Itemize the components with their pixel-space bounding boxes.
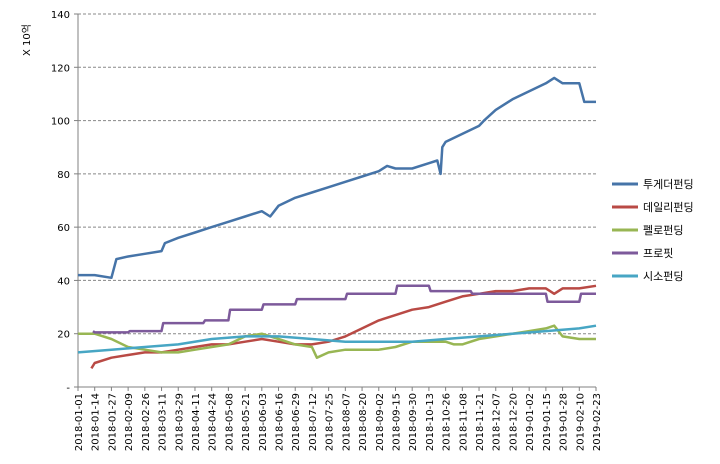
x-tick-label: 2018-08-20 (358, 393, 369, 451)
y-tick-label: 80 (57, 170, 70, 181)
x-axis-ticks: 2018-01-01 2018-01-14 2018-01-27 2018-02-09… (74, 387, 603, 451)
x-tick-label: 2018-09-02 (375, 393, 386, 451)
x-tick-label: 2018-05-08 (224, 393, 235, 451)
x-tick-label: 2018-01-27 (107, 393, 118, 451)
series-lines (77, 76, 597, 370)
y-tick-label: 40 (57, 276, 70, 287)
series-line-1 (78, 76, 596, 280)
x-tick-label: 2018-02-26 (141, 393, 152, 451)
x-tick-label: 2018-04-24 (208, 393, 219, 451)
y-tick-label: 120 (51, 63, 70, 74)
legend-label: 데일리펀딩 (643, 200, 694, 214)
x-tick-label: 2018-11-08 (458, 393, 469, 451)
x-tick-label: 2018-10-26 (442, 393, 453, 451)
x-tick-label: 2018-05-21 (241, 393, 252, 451)
x-tick-label: 2018-11-21 (475, 393, 486, 451)
x-tick-label: 2018-01-14 (91, 393, 102, 451)
x-tick-label: 2018-10-13 (425, 393, 436, 451)
x-tick-label: 2018-03-11 (158, 393, 169, 451)
y-tick-label: 140 (51, 10, 70, 21)
x-tick-label: 2018-12-20 (508, 393, 519, 451)
x-tick-label: 2018-02-09 (124, 393, 135, 451)
x-tick-label: 2018-07-25 (325, 393, 336, 451)
legend-label: 프로핏 (643, 247, 673, 260)
series-line-4 (92, 284, 596, 334)
x-tick-label: 2018-09-15 (391, 393, 402, 451)
y-tick-label: 20 (57, 330, 70, 341)
legend-label: 시소펀딩 (643, 270, 683, 283)
y-axis-label: X 10억 (21, 24, 33, 56)
legend-label: 투게더펀딩 (643, 178, 694, 191)
x-tick-label: 2018-08-07 (341, 393, 352, 451)
x-tick-label: 2019-01-02 (525, 393, 536, 451)
legend-label: 펠로펀딩 (643, 224, 683, 237)
gridlines (78, 13, 596, 335)
y-tick-label: 60 (57, 223, 70, 234)
x-tick-label: 2018-04-11 (191, 393, 202, 451)
x-tick-label: 2019-01-28 (559, 393, 570, 451)
y-axis-ticks: - 20 40 60 80 100 120 140 (51, 10, 78, 394)
x-tick-label: 2018-06-16 (275, 393, 286, 451)
y-tick-label: - (66, 383, 70, 394)
x-tick-label: 2018-12-07 (492, 393, 503, 451)
y-tick-label: 100 (51, 117, 70, 128)
x-tick-label: 2019-02-23 (592, 393, 603, 451)
series-line-5 (77, 324, 597, 354)
x-tick-label: 2018-03-29 (174, 393, 185, 451)
x-tick-label: 2018-06-29 (291, 393, 302, 451)
x-tick-label: 2018-07-12 (308, 393, 319, 451)
x-tick-label: 2019-02-10 (575, 393, 586, 451)
x-tick-label: 2018-01-01 (74, 393, 85, 451)
x-tick-label: 2018-09-30 (408, 393, 419, 451)
x-tick-label: 2019-01-15 (542, 393, 553, 451)
x-tick-label: 2018-06-03 (258, 393, 269, 451)
